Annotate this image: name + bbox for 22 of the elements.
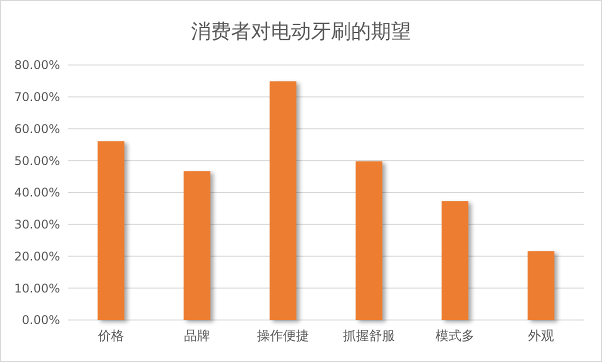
bar <box>442 201 468 320</box>
bar <box>356 161 382 320</box>
y-tick-label: 60.00% <box>14 122 60 136</box>
y-tick-label: 10.00% <box>14 281 60 296</box>
y-tick-label: 0.00% <box>22 313 60 328</box>
y-tick-label: 30.00% <box>14 218 60 232</box>
chart-title: 消费者对电动牙刷的期望 <box>191 19 411 43</box>
bar <box>184 171 210 320</box>
x-tick-label: 抓握舒服 <box>343 329 395 344</box>
y-tick-label: 80.00% <box>14 58 60 72</box>
y-tick-label: 50.00% <box>14 154 60 168</box>
x-tick-label: 模式多 <box>436 329 474 344</box>
bar <box>270 81 296 320</box>
x-tick-label: 外观 <box>528 329 554 344</box>
x-tick-label: 品牌 <box>184 329 210 344</box>
x-tick-label: 价格 <box>97 329 124 344</box>
y-tick-label: 70.00% <box>14 90 60 104</box>
bar <box>98 141 124 320</box>
x-tick-label: 操作便捷 <box>257 329 309 344</box>
y-tick-label: 40.00% <box>14 186 60 200</box>
y-tick-label: 20.00% <box>14 249 60 264</box>
bar <box>528 251 554 320</box>
